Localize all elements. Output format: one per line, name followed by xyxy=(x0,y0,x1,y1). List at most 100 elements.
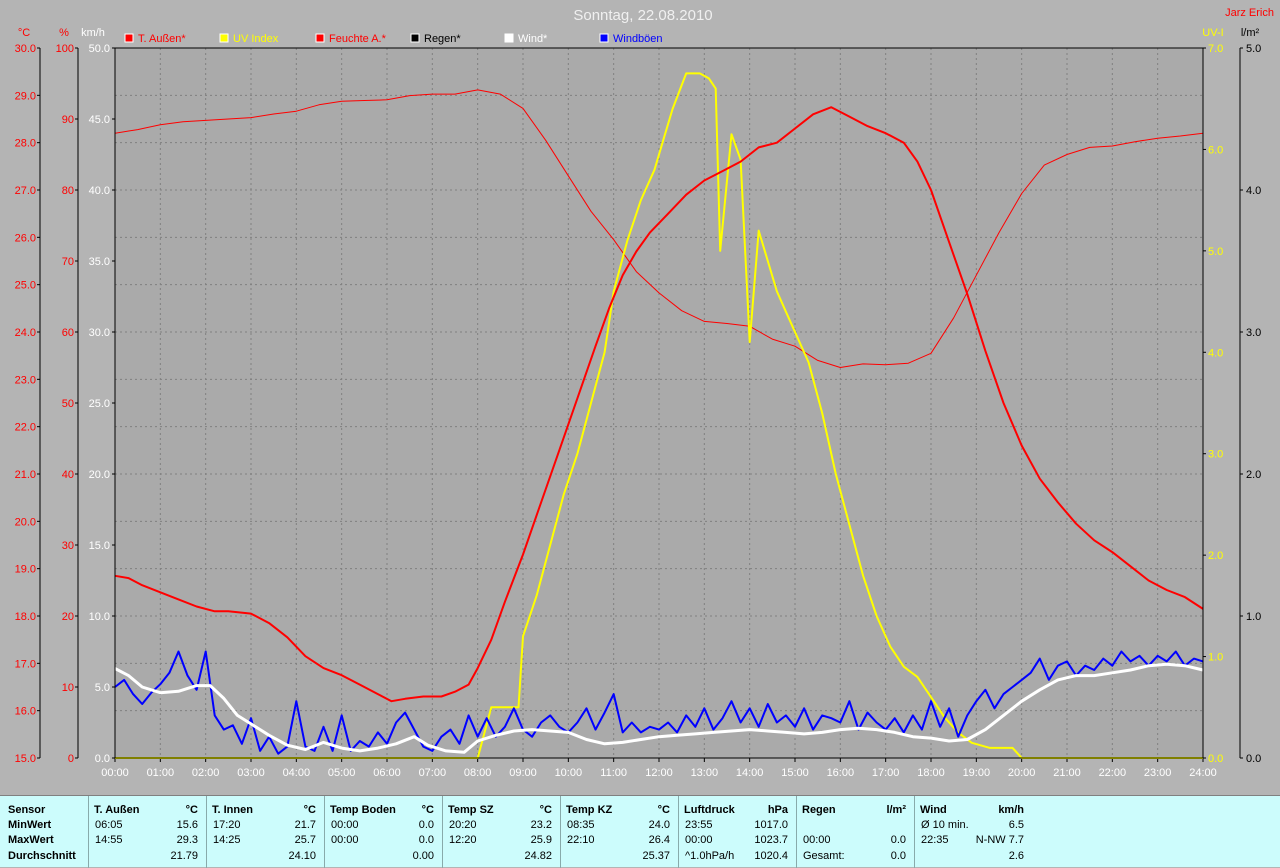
y-tick-label-temp: 21.0 xyxy=(15,469,36,481)
stats-value: 23.2 xyxy=(530,819,552,831)
y-tick-label-rain: 0.0 xyxy=(1246,753,1261,765)
stats-value: 21.7 xyxy=(294,819,316,831)
y-tick-label-humidity: 30 xyxy=(62,540,74,552)
stats-header: Wind xyxy=(920,804,947,816)
legend-label: Wind* xyxy=(518,33,548,45)
grid xyxy=(115,48,1203,758)
x-tick-label: 19:00 xyxy=(963,767,991,779)
stats-value: 1020.4 xyxy=(754,850,788,862)
x-tick-label: 15:00 xyxy=(781,767,809,779)
stats-value: 25.9 xyxy=(530,834,552,846)
stats-value: 15.6 xyxy=(176,819,198,831)
stats-unit: °C xyxy=(657,804,670,816)
y-tick-label-temp: 28.0 xyxy=(15,138,36,150)
stats-column-regen: Regen l/m² 00:00 0.0 Gesamt: 0.0 xyxy=(796,796,914,868)
plot-frame xyxy=(114,47,1204,759)
stats-header: T. Außen xyxy=(94,804,140,816)
stats-label: 23:55 xyxy=(685,819,713,831)
stats-value: 0.0 xyxy=(890,834,906,846)
y-tick-label-temp: 18.0 xyxy=(15,611,36,623)
stats-column-tauen: T. Außen °C 06:05 15.6 14:55 29.3 21.79 xyxy=(88,796,206,868)
y-tick-label-temp: 15.0 xyxy=(15,753,36,765)
stats-column-wind: Wind km/h Ø 10 min. 6.5 22:35 N-NW 7.7 2.6 xyxy=(914,796,1032,868)
stats-unit: °C xyxy=(421,804,434,816)
y-tick-label-wind: 5.0 xyxy=(95,682,110,694)
stats-label: 20:20 xyxy=(449,819,477,831)
y-tick-label-uv: 0.0 xyxy=(1208,753,1223,765)
stats-label: Gesamt: xyxy=(803,850,845,862)
y-tick-label-wind: 20.0 xyxy=(89,469,110,481)
x-tick-label: 16:00 xyxy=(827,767,855,779)
axis-unit-wind: km/h xyxy=(81,27,105,39)
row-label-max: MaxWert xyxy=(8,834,54,846)
y-tick-label-temp: 29.0 xyxy=(15,90,36,102)
stats-value: 1023.7 xyxy=(754,834,788,846)
x-tick-label: 08:00 xyxy=(464,767,492,779)
y-tick-label-temp: 23.0 xyxy=(15,374,36,386)
x-tick-label: 10:00 xyxy=(555,767,583,779)
weather-chart: 00:00 01:00 02:00 03:00 04:00 05:00 06:00 07:00… xyxy=(14,7,1274,779)
y-tick-label-humidity: 60 xyxy=(62,327,74,339)
y-tick-label-uv: 3.0 xyxy=(1208,449,1223,461)
y-tick-label-rain: 1.0 xyxy=(1246,611,1261,623)
y-tick-label-wind: 40.0 xyxy=(89,185,110,197)
x-tick-label: 21:00 xyxy=(1053,767,1081,779)
legend-label: Regen* xyxy=(424,33,461,45)
stats-value: 1017.0 xyxy=(754,819,788,831)
row-label-sensor: Sensor xyxy=(8,804,46,816)
stats-label: 00:00 xyxy=(803,834,831,846)
x-tick-label: 17:00 xyxy=(872,767,900,779)
legend: T. Außen* UV Index Feuchte A.* Regen* Wind* W… xyxy=(124,33,663,45)
stats-value: 21.79 xyxy=(170,850,198,862)
y-tick-label-temp: 27.0 xyxy=(15,185,36,197)
stats-column-luftdruck: Luftdruck hPa 23:55 1017.0 00:00 1023.7 ^1.0hP… xyxy=(678,796,796,868)
stats-value: 2.6 xyxy=(1008,850,1024,862)
y-tick-label-temp: 16.0 xyxy=(15,706,36,718)
y-tick-label-uv: 6.0 xyxy=(1208,144,1223,156)
series-line-windben xyxy=(114,650,1204,755)
series-line-uvindex xyxy=(115,72,1203,759)
y-tick-label-uv: 7.0 xyxy=(1208,43,1223,55)
stats-unit: l/m² xyxy=(886,804,906,816)
stats-value: 26.4 xyxy=(648,834,670,846)
y-tick-label-wind: 45.0 xyxy=(89,114,110,126)
legend-swatch xyxy=(599,33,609,43)
stats-label: 22:35 xyxy=(921,834,949,846)
y-tick-label-humidity: 90 xyxy=(62,114,74,126)
stats-label: 14:25 xyxy=(213,834,241,846)
stats-label: 00:00 xyxy=(331,819,359,831)
y-tick-label-temp: 22.0 xyxy=(15,422,36,434)
x-tick-label: 13:00 xyxy=(691,767,719,779)
stats-label: Ø 10 min. xyxy=(921,819,969,831)
axis-unit-uv: UV-I xyxy=(1202,27,1223,39)
y-tick-label-temp: 25.0 xyxy=(15,280,36,292)
x-tick-label: 06:00 xyxy=(373,767,401,779)
stats-label: 22:10 xyxy=(567,834,595,846)
stats-unit: °C xyxy=(303,804,316,816)
y-tick-label-wind: 35.0 xyxy=(89,256,110,268)
stats-column-tempkz: Temp KZ °C 08:35 24.0 22:10 26.4 25.37 xyxy=(560,796,678,868)
stats-label: 08:35 xyxy=(567,819,595,831)
x-tick-label: 03:00 xyxy=(237,767,265,779)
axis-unit-temp: °C xyxy=(18,27,30,39)
y-tick-label-temp: 26.0 xyxy=(15,232,36,244)
legend-swatch xyxy=(124,33,134,43)
stats-header: Luftdruck xyxy=(684,804,735,816)
stats-value: 0.0 xyxy=(418,834,434,846)
chart-title: Sonntag, 22.08.2010 xyxy=(573,7,712,24)
stats-value: 24.82 xyxy=(524,850,552,862)
y-tick-label-rain: 4.0 xyxy=(1246,185,1261,197)
stats-value: 24.10 xyxy=(288,850,316,862)
y-tick-label-humidity: 70 xyxy=(62,256,74,268)
x-tick-label: 02:00 xyxy=(192,767,220,779)
y-tick-label-wind: 15.0 xyxy=(89,540,110,552)
legend-label: UV Index xyxy=(233,33,279,45)
y-tick-label-uv: 4.0 xyxy=(1208,347,1223,359)
y-tick-label-humidity: 0 xyxy=(68,753,74,765)
y-tick-label-humidity: 40 xyxy=(62,469,74,481)
stats-column-tempboden: Temp Boden °C 00:00 0.0 00:00 0.0 0.00 xyxy=(324,796,442,868)
author-label: Jarz Erich xyxy=(1225,7,1274,19)
y-tick-label-uv: 1.0 xyxy=(1208,652,1223,664)
y-tick-label-temp: 20.0 xyxy=(15,516,36,528)
stats-label: 06:05 xyxy=(95,819,123,831)
